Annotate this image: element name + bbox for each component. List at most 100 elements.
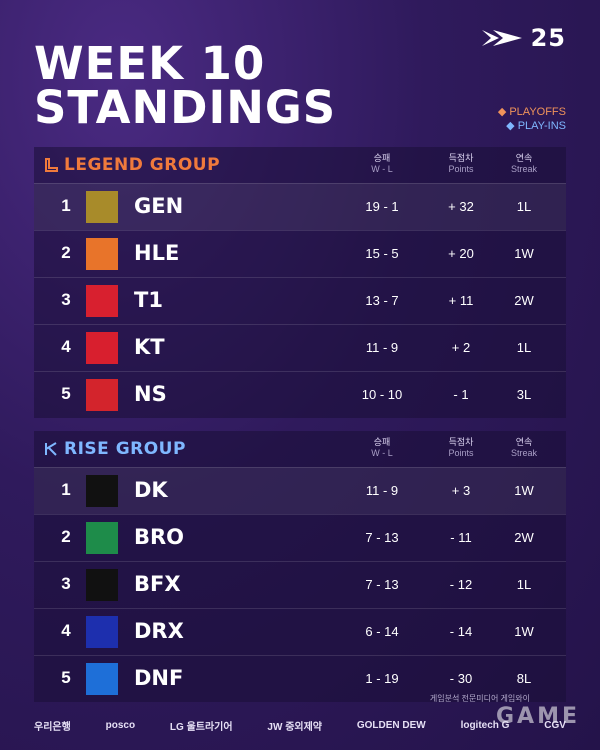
team-name: NS: [134, 382, 167, 406]
team-logo-icon: [86, 191, 118, 223]
page-title: WEEK 10 STANDINGS: [34, 37, 337, 134]
win-loss: 7 - 13: [365, 530, 399, 545]
team-name: DRX: [134, 619, 184, 643]
team-logo-icon: [86, 238, 118, 270]
point-diff: + 3: [451, 483, 471, 498]
col-header-streak: 연속 Streak: [510, 153, 537, 174]
rank: 2: [61, 527, 71, 546]
team-logo-icon: [86, 332, 118, 364]
sponsor-logo: CGV: [544, 720, 566, 731]
sponsor-logo: 우리은행: [34, 722, 71, 733]
rank: 5: [61, 384, 71, 403]
win-loss: 13 - 7: [365, 293, 399, 308]
streak: 1L: [516, 199, 532, 214]
sponsor-logo: GOLDEN DEW: [356, 720, 426, 731]
diamond-icon: ◆: [497, 106, 510, 118]
streak: 1W: [514, 483, 534, 498]
rank: 3: [61, 290, 71, 309]
win-loss: 10 - 10: [361, 387, 403, 402]
rank: 1: [61, 196, 71, 215]
streak: 1L: [516, 340, 532, 355]
streak: 1W: [514, 246, 534, 261]
watermark-logo: GAME: [495, 704, 580, 729]
rank: 3: [61, 574, 71, 593]
table-row: 4 KT 11 - 9 + 2 1L: [34, 324, 566, 371]
col-header-streak: 연속 Streak: [510, 437, 537, 458]
rank: 2: [61, 243, 71, 262]
col-header-points: 득점차 Points: [448, 153, 474, 174]
lck-brand: 25: [481, 24, 566, 52]
streak: 1W: [514, 624, 534, 639]
table-row: 2 BRO 7 - 13 - 11 2W: [34, 514, 566, 561]
streak: 2W: [514, 530, 534, 545]
point-diff: - 30: [449, 671, 473, 686]
table-row: 2 HLE 15 - 5 + 20 1W: [34, 230, 566, 277]
win-loss: 7 - 13: [365, 577, 399, 592]
team-name: HLE: [134, 241, 180, 265]
legend-group-table: LEGEND GROUP 승패 W - L 득점차 Points 연속 Streak …: [34, 147, 566, 418]
point-diff: - 1: [453, 387, 469, 402]
team-logo-icon: [86, 663, 118, 695]
point-diff: + 2: [451, 340, 471, 355]
table-row: 5 DNF 1 - 19 - 30 8L: [34, 655, 566, 702]
table-row: 4 DRX 6 - 14 - 14 1W: [34, 608, 566, 655]
col-header-wl: 승패 W - L: [371, 153, 393, 174]
point-diff: + 32: [448, 199, 474, 214]
team-name: BRO: [134, 525, 185, 549]
col-header-points: 득점차 Points: [448, 437, 474, 458]
rise-group-icon: [45, 442, 57, 456]
win-loss: 19 - 1: [365, 199, 399, 214]
watermark-caption: 게임분석 전문미디어 게임와이: [429, 694, 530, 703]
rank: 4: [61, 621, 71, 640]
point-diff: + 11: [448, 293, 474, 308]
lck-bird-icon: [481, 30, 522, 46]
group-header: RISE GROUP 승패 W - L 득점차 Points 연속 Streak: [34, 431, 566, 467]
col-header-wl: 승패 W - L: [371, 437, 393, 458]
season-year: 25: [530, 24, 566, 52]
streak: 1L: [516, 577, 532, 592]
streak: 3L: [516, 387, 532, 402]
qualification-legend: ◆ PLAYOFFS ◆ PLAY-INS: [497, 106, 566, 132]
rank: 1: [61, 480, 71, 499]
team-logo-icon: [86, 616, 118, 648]
table-row: 3 BFX 7 - 13 - 12 1L: [34, 561, 566, 608]
team-logo-icon: [86, 569, 118, 601]
team-name: T1: [134, 288, 163, 312]
team-logo-icon: [86, 475, 118, 507]
win-loss: 15 - 5: [365, 246, 399, 261]
win-loss: 11 - 9: [365, 483, 399, 498]
point-diff: + 20: [448, 246, 474, 261]
streak: 8L: [516, 671, 532, 686]
win-loss: 6 - 14: [365, 624, 399, 639]
legend-group-title: LEGEND GROUP: [44, 155, 220, 175]
team-name: DNF: [134, 666, 184, 690]
sponsor-logo: logitech G: [460, 720, 510, 731]
table-row: 5 NS 10 - 10 - 1 3L: [34, 371, 566, 418]
point-diff: - 14: [449, 624, 473, 639]
sponsor-logo: JW 중외제약: [267, 722, 323, 733]
table-row: 1 GEN 19 - 1 + 32 1L: [34, 183, 566, 230]
rank: 4: [61, 337, 71, 356]
rise-group-title: RISE GROUP: [44, 439, 186, 459]
group-header: LEGEND GROUP 승패 W - L 득점차 Points 연속 Streak: [34, 147, 566, 183]
sponsor-logo: LG 울트라기어: [169, 722, 233, 733]
legend-group-icon: [45, 158, 58, 172]
team-name: GEN: [134, 194, 184, 218]
team-logo-icon: [86, 522, 118, 554]
point-diff: - 12: [449, 577, 473, 592]
rank: 5: [61, 668, 71, 687]
table-row: 3 T1 13 - 7 + 11 2W: [34, 277, 566, 324]
team-name: BFX: [134, 572, 181, 596]
sponsor-logo: posco: [105, 720, 136, 731]
team-name: DK: [134, 478, 168, 502]
table-row: 1 DK 11 - 9 + 3 1W: [34, 467, 566, 514]
win-loss: 1 - 19: [365, 671, 399, 686]
point-diff: - 11: [450, 530, 472, 545]
team-logo-icon: [86, 285, 118, 317]
sponsor-bar: 우리은행 posco LG 울트라기어 JW 중외제약 GOLDEN DEW logite…: [34, 718, 566, 733]
streak: 2W: [514, 293, 534, 308]
win-loss: 11 - 9: [365, 340, 399, 355]
team-name: KT: [134, 335, 165, 359]
rise-group-table: RISE GROUP 승패 W - L 득점차 Points 연속 Streak 1 D…: [34, 431, 566, 702]
diamond-icon: ◆: [506, 120, 518, 132]
